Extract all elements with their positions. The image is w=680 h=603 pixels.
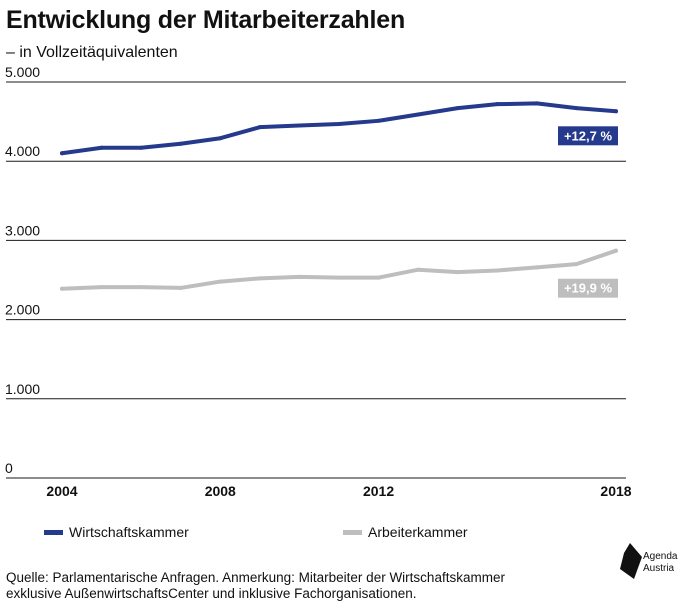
data-point-arbeiterkammer	[139, 285, 144, 290]
end-label-arbeiterkammer: +19,9 %	[564, 281, 613, 296]
data-point-wirtschaftskammer	[337, 121, 341, 126]
x-tick-label: 2004	[46, 483, 77, 499]
series-end-labels: +12,7 % +19,9 %	[558, 126, 618, 298]
data-point-wirtschaftskammer	[60, 151, 64, 156]
source-line-1: Quelle: Parlamentarische Anfragen. Anmer…	[6, 570, 505, 585]
data-point-arbeiterkammer	[99, 285, 104, 290]
data-point-wirtschaftskammer	[614, 109, 618, 114]
source-line-2: exklusive AußenwirtschaftsCenter und ink…	[6, 586, 417, 601]
data-point-arbeiterkammer	[455, 270, 460, 275]
data-point-wirtschaftskammer	[376, 118, 381, 123]
data-point-wirtschaftskammer	[218, 136, 223, 141]
data-point-wirtschaftskammer	[257, 125, 262, 130]
logo-mark-icon	[620, 543, 642, 579]
y-tick-label: 4.000	[5, 143, 40, 159]
data-point-arbeiterkammer	[297, 274, 302, 279]
end-label-box-arbeiterkammer	[558, 278, 618, 298]
data-point-wirtschaftskammer	[534, 101, 539, 106]
legend-swatch-arbeiterkammer	[343, 529, 362, 535]
series-lines	[60, 101, 618, 291]
legend-label-wirtschaftskammer: Wirtschaftskammer	[69, 524, 189, 540]
data-point-arbeiterkammer	[178, 285, 183, 290]
logo-text-line-2: Austria	[643, 563, 675, 574]
y-tick-label: 3.000	[5, 222, 40, 238]
data-point-arbeiterkammer	[218, 279, 223, 284]
chart-subtitle: – in Vollzeitäquivalenten	[6, 44, 178, 61]
x-tick-label: 2018	[600, 483, 631, 499]
data-point-wirtschaftskammer	[178, 141, 183, 146]
data-point-arbeiterkammer	[416, 267, 421, 272]
series-line-wirtschaftskammer	[60, 101, 618, 156]
chart-title: Entwicklung der Mitarbeiterzahlen	[6, 6, 406, 34]
data-point-wirtschaftskammer	[574, 106, 579, 111]
legend-label-arbeiterkammer: Arbeiterkammer	[368, 524, 468, 540]
logo-text-line-1: Agenda	[643, 551, 678, 562]
end-label-box-wirtschaftskammer	[558, 126, 618, 146]
data-point-arbeiterkammer	[534, 265, 539, 270]
data-point-arbeiterkammer	[574, 262, 579, 267]
data-point-wirtschaftskammer	[297, 123, 302, 128]
data-point-arbeiterkammer	[614, 248, 618, 253]
data-point-arbeiterkammer	[257, 276, 262, 281]
end-label-wirtschaftskammer: +12,7 %	[564, 128, 613, 143]
data-point-wirtschaftskammer	[495, 102, 500, 107]
data-point-wirtschaftskammer	[455, 106, 460, 111]
x-tick-label: 2008	[205, 483, 236, 499]
y-tick-label: 5.000	[5, 64, 40, 80]
data-point-arbeiterkammer	[495, 268, 500, 273]
data-point-wirtschaftskammer	[99, 145, 104, 150]
logo-text: Agenda Austria	[643, 551, 677, 575]
legend-item-arbeiterkammer: Arbeiterkammer	[343, 524, 468, 540]
data-point-arbeiterkammer	[60, 286, 64, 291]
grid-lines	[6, 81, 626, 479]
data-point-wirtschaftskammer	[416, 112, 421, 117]
x-tick-label: 2012	[363, 483, 394, 499]
data-point-arbeiterkammer	[337, 275, 341, 280]
series-line-arbeiterkammer	[60, 248, 618, 291]
y-tick-label: 1.000	[5, 381, 40, 397]
y-tick-label: 2.000	[5, 302, 40, 318]
y-tick-label: 0	[5, 460, 13, 476]
data-point-wirtschaftskammer	[139, 145, 144, 150]
legend-item-wirtschaftskammer: Wirtschaftskammer	[44, 524, 189, 540]
y-axis-tick-labels: 0 1.000 2.000 3.000 4.000 5.000	[5, 64, 40, 476]
agenda-austria-logo	[620, 543, 642, 579]
legend-swatch-wirtschaftskammer	[44, 529, 63, 535]
source-note: Quelle: Parlamentarische Anfragen. Anmer…	[6, 570, 505, 602]
x-axis-tick-labels: 2004 2008 2012 2018	[46, 483, 631, 499]
data-point-arbeiterkammer	[376, 275, 381, 280]
